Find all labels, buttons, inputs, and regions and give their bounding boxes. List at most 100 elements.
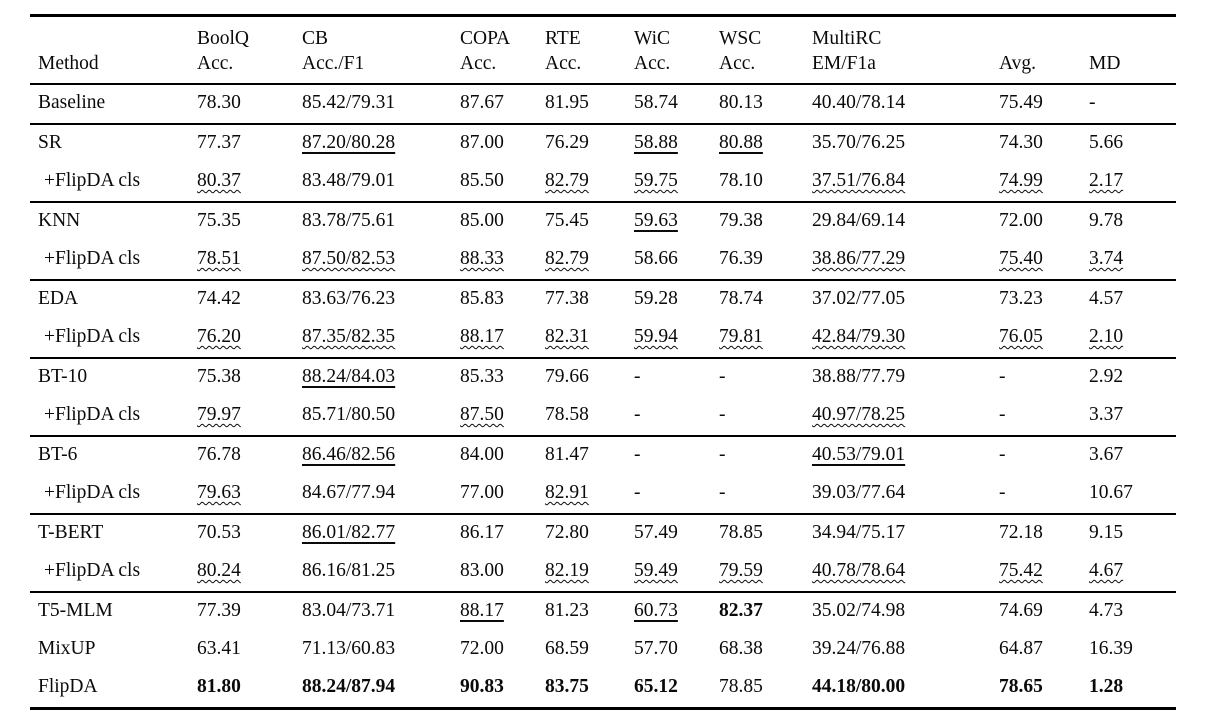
cell-value: 63.41 bbox=[197, 638, 241, 659]
value-cell: 76.39 bbox=[719, 241, 812, 280]
header-line2: Acc. bbox=[634, 53, 671, 74]
column-header-wic: WiC Acc. bbox=[634, 15, 719, 85]
cell-value: 74.42 bbox=[197, 288, 241, 309]
value-cell: 80.37 bbox=[197, 163, 302, 202]
value-cell: 79.59 bbox=[719, 553, 812, 592]
cell-value: - bbox=[1089, 92, 1096, 113]
value-cell: 81.80 bbox=[197, 669, 302, 709]
cell-value: 42.84/79.30 bbox=[812, 326, 906, 347]
value-cell: 42.84/79.30 bbox=[812, 319, 999, 358]
method-label: MixUP bbox=[38, 638, 96, 659]
cell-value: 72.80 bbox=[545, 522, 589, 543]
cell-value: 75.35 bbox=[197, 210, 241, 231]
method-cell: MixUP bbox=[30, 631, 197, 669]
cell-value: 40.78/78.64 bbox=[812, 560, 906, 581]
cell-value: 40.40/78.14 bbox=[812, 92, 906, 113]
cell-value: 75.40 bbox=[999, 248, 1043, 269]
cell-value: 79.97 bbox=[197, 404, 241, 425]
value-cell: 87.50 bbox=[460, 397, 545, 436]
value-cell: 86.01/82.77 bbox=[302, 513, 460, 553]
value-cell: - bbox=[634, 475, 719, 514]
value-cell: 82.19 bbox=[545, 553, 634, 592]
value-cell: 35.70/76.25 bbox=[812, 123, 999, 163]
cell-value: 64.87 bbox=[999, 638, 1043, 659]
cell-value: 71.13/60.83 bbox=[302, 638, 396, 659]
cell-value: 77.38 bbox=[545, 288, 589, 309]
value-cell: 81.47 bbox=[545, 435, 634, 475]
cell-value: 86.46/82.56 bbox=[302, 444, 396, 465]
method-label: SR bbox=[38, 132, 62, 153]
value-cell: 80.13 bbox=[719, 84, 812, 124]
cell-value: 59.28 bbox=[634, 288, 678, 309]
cell-value: 78.85 bbox=[719, 676, 763, 697]
cell-value: 82.91 bbox=[545, 482, 589, 503]
value-cell: 9.15 bbox=[1089, 513, 1176, 553]
value-cell: 59.94 bbox=[634, 319, 719, 358]
value-cell: 82.91 bbox=[545, 475, 634, 514]
cell-value: 82.19 bbox=[545, 560, 589, 581]
cell-value: - bbox=[634, 404, 641, 425]
method-label: FlipDA bbox=[38, 676, 98, 697]
value-cell: 82.79 bbox=[545, 163, 634, 202]
value-cell: 80.24 bbox=[197, 553, 302, 592]
value-cell: 77.37 bbox=[197, 123, 302, 163]
cell-value: 1.28 bbox=[1089, 676, 1124, 697]
cell-value: 75.49 bbox=[999, 92, 1043, 113]
value-cell: 87.35/82.35 bbox=[302, 319, 460, 358]
value-cell: 74.69 bbox=[999, 591, 1089, 631]
cell-value: 88.17 bbox=[460, 600, 504, 621]
header-line2: Acc. bbox=[719, 53, 756, 74]
value-cell: - bbox=[999, 357, 1089, 397]
cell-value: 79.59 bbox=[719, 560, 763, 581]
column-header-method: Method bbox=[30, 15, 197, 85]
header-line2: EM/F1a bbox=[812, 53, 876, 74]
value-cell: 88.24/84.03 bbox=[302, 357, 460, 397]
value-cell: 9.78 bbox=[1089, 201, 1176, 241]
value-cell: 38.86/77.29 bbox=[812, 241, 999, 280]
cell-value: 83.04/73.71 bbox=[302, 600, 396, 621]
method-label: BT-10 bbox=[38, 366, 88, 387]
cell-value: 78.30 bbox=[197, 92, 241, 113]
cell-value: 3.74 bbox=[1089, 248, 1124, 269]
value-cell: - bbox=[634, 397, 719, 436]
cell-value: 78.51 bbox=[197, 248, 241, 269]
cell-value: 3.37 bbox=[1089, 404, 1124, 425]
value-cell: - bbox=[1089, 84, 1176, 124]
cell-value: - bbox=[719, 404, 726, 425]
value-cell: 77.39 bbox=[197, 591, 302, 631]
cell-value: 74.30 bbox=[999, 132, 1043, 153]
table-row: MixUP 63.41 71.13/60.83 72.00 68.59 57.70 68.3… bbox=[30, 631, 1176, 669]
value-cell: - bbox=[634, 435, 719, 475]
value-cell: 75.40 bbox=[999, 241, 1089, 280]
cell-value: 82.37 bbox=[719, 600, 763, 621]
value-cell: 86.16/81.25 bbox=[302, 553, 460, 592]
method-cell: +FlipDA cls bbox=[30, 553, 197, 592]
value-cell: 3.67 bbox=[1089, 435, 1176, 475]
cell-value: - bbox=[999, 444, 1006, 465]
value-cell: 75.42 bbox=[999, 553, 1089, 592]
cell-value: 57.70 bbox=[634, 638, 678, 659]
value-cell: 84.67/77.94 bbox=[302, 475, 460, 514]
table-header: Method BoolQ Acc. CB Acc./F1 COPA Acc. RTE Acc. W… bbox=[30, 15, 1176, 85]
value-cell: 82.37 bbox=[719, 591, 812, 631]
cell-value: 2.10 bbox=[1089, 326, 1124, 347]
cell-value: - bbox=[999, 366, 1006, 387]
cell-value: 75.42 bbox=[999, 560, 1043, 581]
cell-value: 86.01/82.77 bbox=[302, 522, 396, 543]
value-cell: 60.73 bbox=[634, 591, 719, 631]
column-header-copa: COPA Acc. bbox=[460, 15, 545, 85]
cell-value: 75.38 bbox=[197, 366, 241, 387]
table-row: Baseline 78.30 85.42/79.31 87.67 81.95 58.74 8… bbox=[30, 84, 1176, 124]
method-cell: +FlipDA cls bbox=[30, 397, 197, 436]
cell-value: 85.42/79.31 bbox=[302, 92, 396, 113]
value-cell: 10.67 bbox=[1089, 475, 1176, 514]
cell-value: 57.49 bbox=[634, 522, 678, 543]
value-cell: 74.30 bbox=[999, 123, 1089, 163]
method-label: +FlipDA cls bbox=[44, 326, 141, 347]
cell-value: 85.00 bbox=[460, 210, 504, 231]
value-cell: 87.00 bbox=[460, 123, 545, 163]
value-cell: 77.38 bbox=[545, 279, 634, 319]
table-row: +FlipDA cls 80.24 86.16/81.25 83.00 82.19 59.… bbox=[30, 553, 1176, 592]
value-cell: 85.00 bbox=[460, 201, 545, 241]
cell-value: 37.51/76.84 bbox=[812, 170, 906, 191]
